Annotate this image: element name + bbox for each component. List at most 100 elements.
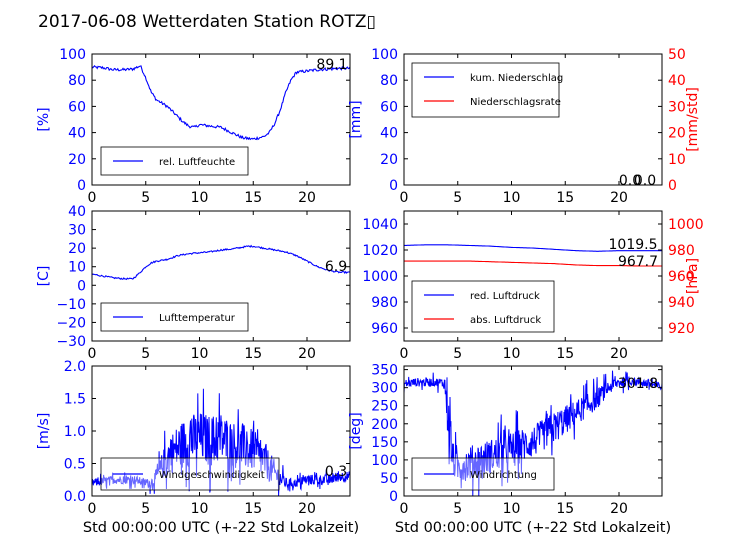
legend-precip: kum. Niederschlag Niederschlagsrate (411, 62, 563, 118)
value-annotation: 301.8 (618, 376, 658, 392)
x-tick-label: 5 (453, 190, 462, 206)
y-axis-label-right: [hPa] (685, 258, 701, 294)
y-tick-label: 40 (68, 126, 86, 142)
x-tick-label: 10 (503, 190, 521, 206)
y-tick-label: 1.0 (64, 424, 86, 440)
x-tick-label: 20 (298, 501, 316, 517)
y-tick-label: 960 (371, 321, 398, 337)
x-tick-label: 0 (88, 346, 97, 362)
y-axis-label: [deg] (348, 412, 364, 449)
x-tick-label: 5 (453, 501, 462, 517)
value-annotation: 0.3 (325, 464, 347, 480)
x-tick-label: 20 (610, 190, 628, 206)
x-tick-label: 15 (244, 190, 262, 206)
y-tick-label: 20 (68, 152, 86, 168)
legend-entry: kum. Niederschlag (470, 73, 563, 84)
panel-windspeed: 0 5 10 15 20 0.0 0.5 1.0 1.5 2.0 [m/s] Windgeschwin… (36, 359, 351, 517)
y-tick-label: 40 (380, 126, 398, 142)
panel-temperature: 0 5 10 15 20 −30 −20 −10 0 10 20 30 40 [C] Lufttempera… (36, 204, 351, 362)
y-tick-label: 0 (77, 278, 86, 294)
value-annotation: 1019.5 (609, 237, 658, 253)
x-tick-label: 10 (191, 190, 209, 206)
x-tick-label: 15 (556, 346, 574, 362)
y-tick-label: 300 (371, 381, 398, 397)
y-right-tick-label: 50 (668, 47, 686, 63)
y-right-tick-label: 920 (668, 321, 695, 337)
x-tick-label: 10 (191, 501, 209, 517)
y-tick-label: 0.0 (64, 489, 86, 505)
y-right-tick-label: 980 (668, 243, 695, 259)
y-tick-label: 350 (371, 363, 398, 379)
y-tick-label: 40 (68, 204, 86, 220)
plot-frame (403, 365, 663, 497)
y-tick-label: 60 (68, 99, 86, 115)
y-tick-label: 100 (59, 47, 86, 63)
x-tick-label: 20 (610, 346, 628, 362)
y-tick-label: 250 (371, 399, 398, 415)
y-tick-label: 80 (380, 73, 398, 89)
y-tick-label: 1040 (362, 217, 398, 233)
value-annotation: 6.9 (325, 259, 347, 275)
y-tick-label: 1000 (362, 269, 398, 285)
plot-frame (91, 53, 351, 186)
y-tick-label: 80 (68, 73, 86, 89)
y-tick-label: 0 (77, 178, 86, 194)
x-tick-label: 0 (88, 190, 97, 206)
y-tick-label: −20 (56, 315, 86, 331)
legend-entry: Niederschlagsrate (470, 97, 561, 108)
x-tick-label: 5 (141, 190, 150, 206)
x-tick-label: 20 (610, 501, 628, 517)
y-tick-label: −30 (56, 334, 86, 350)
legend-entry: rel. Luftfeuchte (159, 157, 235, 168)
panel-humidity: 0 5 10 15 20 0 20 40 60 80 100 [%] rel. Luftfeuchte 8… (36, 47, 351, 206)
y-right-tick-label: 1000 (668, 217, 704, 233)
figure-title: 2017-06-08 Wetterdaten Station ROTZ▯ (38, 12, 376, 32)
panel-winddir: 0 5 10 15 20050100150200250300350[deg]Windri… (348, 363, 663, 517)
y-right-tick-label: 40 (668, 73, 686, 89)
y-tick-label: 30 (68, 223, 86, 239)
x-tick-label: 20 (298, 190, 316, 206)
y-tick-label: 0 (389, 178, 398, 194)
value-annotation: 0.0 (619, 173, 641, 189)
y-tick-label: 1.5 (64, 392, 86, 408)
x-tick-label: 10 (503, 346, 521, 362)
legend-winddir: Windrichtung (411, 457, 555, 491)
x-tick-label: 10 (503, 501, 521, 517)
y-tick-label: 20 (68, 241, 86, 257)
panel-pressure: 0 5 10 15 20 960 980 1000 1020 1040 920 940 960 980 10… (362, 210, 704, 362)
plot-frame (403, 53, 663, 186)
y-axis-label: [mm] (348, 100, 364, 138)
x-tick-label: 5 (141, 346, 150, 362)
x-tick-label: 0 (400, 501, 409, 517)
x-axis-label-left: Std 00:00:00 UTC (+-22 Std Lokalzeit) (83, 520, 359, 536)
y-tick-label: 20 (380, 152, 398, 168)
y-right-tick-label: 30 (668, 99, 686, 115)
y-tick-label: 1020 (362, 243, 398, 259)
legend-box (411, 62, 560, 118)
y-right-tick-label: 20 (668, 126, 686, 142)
legend-entry: red. Luftdruck (470, 291, 540, 302)
x-tick-label: 0 (88, 501, 97, 517)
series-line-windspeed-0 (91, 388, 351, 497)
plot-frame (91, 210, 351, 342)
x-tick-label: 5 (141, 501, 150, 517)
y-tick-label: 200 (371, 417, 398, 433)
y-tick-label: 10 (68, 260, 86, 276)
y-tick-label: 60 (380, 99, 398, 115)
y-axis-label-right: [mm/std] (685, 87, 701, 152)
y-right-tick-label: 10 (668, 152, 686, 168)
y-right-tick-label: 0 (668, 178, 677, 194)
x-tick-label: 0 (400, 190, 409, 206)
x-tick-label: 15 (244, 501, 262, 517)
legend-entry: Lufttemperatur (159, 313, 236, 324)
y-tick-label: 50 (380, 471, 398, 487)
y-tick-label: 0.5 (64, 457, 86, 473)
series-line-pressure-0 (404, 244, 662, 252)
x-tick-label: 0 (400, 346, 409, 362)
y-axis-label: [C] (36, 266, 52, 287)
y-tick-label: −10 (56, 297, 86, 313)
value-annotation: 0.0 (634, 173, 656, 189)
legend-temperature: Lufttemperatur (100, 302, 249, 332)
